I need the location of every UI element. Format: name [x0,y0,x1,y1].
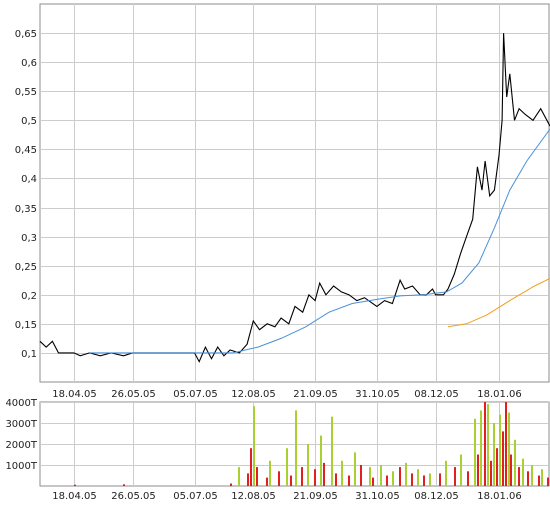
volume-bar [341,461,343,486]
price-y-tick-label: 0,25 [15,262,37,273]
volume-bar [508,413,510,487]
volume-x-tick-label: 08.12.05 [414,491,459,502]
volume-bar [493,423,495,486]
volume-bar [123,484,125,486]
volume-bar [429,473,431,486]
volume-bar [423,476,425,487]
volume-bar [301,467,303,486]
volume-x-tick-label: 05.07.05 [173,491,218,502]
volume-bar [278,471,280,486]
volume-bar [266,478,268,486]
price-y-tick-label: 0,1 [21,349,37,360]
volume-bar [527,471,529,486]
volume-bar [372,478,374,486]
volume-bar [490,461,492,486]
volume-bar [522,459,524,486]
volume-bar [531,465,533,486]
volume-bar [502,431,504,486]
volume-bar [496,448,498,486]
price-plot-frame [40,4,549,382]
volume-bar [335,473,337,486]
volume-bar [445,461,447,486]
price-y-tick-label: 0,2 [21,291,37,302]
price-x-tick-label: 05.07.05 [173,389,218,400]
volume-bar [286,448,288,486]
price-y-tick-label: 0,3 [21,233,37,244]
volume-bar [474,419,476,486]
volume-y-tick-label: 3000T [5,419,37,430]
volume-y-tick-label: 4000T [5,398,37,409]
price-y-tick-label: 0,15 [15,320,37,331]
price-x-tick-label: 31.10.05 [355,389,400,400]
volume-bar [399,467,401,486]
price-chart-panel: 0,1 0,15 0,2 0,25 0,3 0,35 0,4 0,45 0,5 0,55 0,6 0,… [15,4,550,400]
price-y-tick-label: 0,35 [15,204,37,215]
volume-y-tick-label: 1000T [5,461,37,472]
price-y-tick-label: 0,45 [15,145,37,156]
volume-bar [320,436,322,486]
volume-bar [484,402,486,486]
volume-bar [518,467,520,486]
volume-bar [411,473,413,486]
volume-bar [331,417,333,486]
price-y-tick-label: 0,6 [21,58,37,69]
volume-x-tick-label: 12.08.05 [231,491,276,502]
volume-bar [467,471,469,486]
volume-bar [510,455,512,487]
price-y-tick-label: 0,4 [21,174,37,185]
volume-bar [256,467,258,486]
volume-bar [290,476,292,487]
price-y-tick-label: 0,5 [21,116,37,127]
volume-bar [460,455,462,487]
volume-bar [247,473,249,486]
volume-bar [477,455,479,487]
price-x-tick-label: 18.01.06 [477,389,522,400]
volume-x-tick-label: 18.01.06 [477,491,522,502]
volume-x-tick-label: 31.10.05 [355,491,400,502]
volume-bar [499,415,501,486]
price-x-tick-label: 08.12.05 [414,389,459,400]
volume-bar [538,476,540,487]
volume-bar [295,410,297,486]
price-x-tick-label: 18.04.05 [52,389,97,400]
volume-bar [253,406,255,486]
price-x-tick-label: 12.08.05 [231,389,276,400]
volume-bar [269,461,271,486]
volume-bar [405,463,407,486]
volume-bar [354,452,356,486]
volume-bar [250,448,252,486]
volume-bar [439,473,441,486]
volume-bar [314,469,316,486]
volume-bar [487,404,489,486]
volume-bar [238,467,240,486]
volume-bar [369,467,371,486]
volume-x-tick-label: 18.04.05 [52,491,97,502]
price-x-tick-label: 26.05.05 [111,389,156,400]
volume-bar [547,478,549,486]
price-y-tick-label: 0,65 [15,29,37,40]
volume-bar [323,463,325,486]
volume-bar [505,402,507,486]
price-x-tick-label: 21.09.05 [293,389,338,400]
volume-bar [74,485,76,486]
price-y-tick-label: 0,55 [15,87,37,98]
volume-bar [360,465,362,486]
volume-bar [307,444,309,486]
volume-bar [380,465,382,486]
volume-y-tick-label: 2000T [5,440,37,451]
volume-bar [480,410,482,486]
volume-chart-panel: 1000T 2000T 3000T 4000T 18.04.05 26.05.05 05.0… [5,398,550,502]
volume-bar [541,469,543,486]
volume-bar [392,471,394,486]
volume-bar [454,467,456,486]
volume-bar [514,440,516,486]
volume-bar [230,484,232,487]
volume-x-tick-label: 26.05.05 [111,491,156,502]
volume-x-tick-label: 21.09.05 [293,491,338,502]
volume-bar [417,469,419,486]
volume-bar [348,476,350,487]
volume-bar [386,476,388,487]
